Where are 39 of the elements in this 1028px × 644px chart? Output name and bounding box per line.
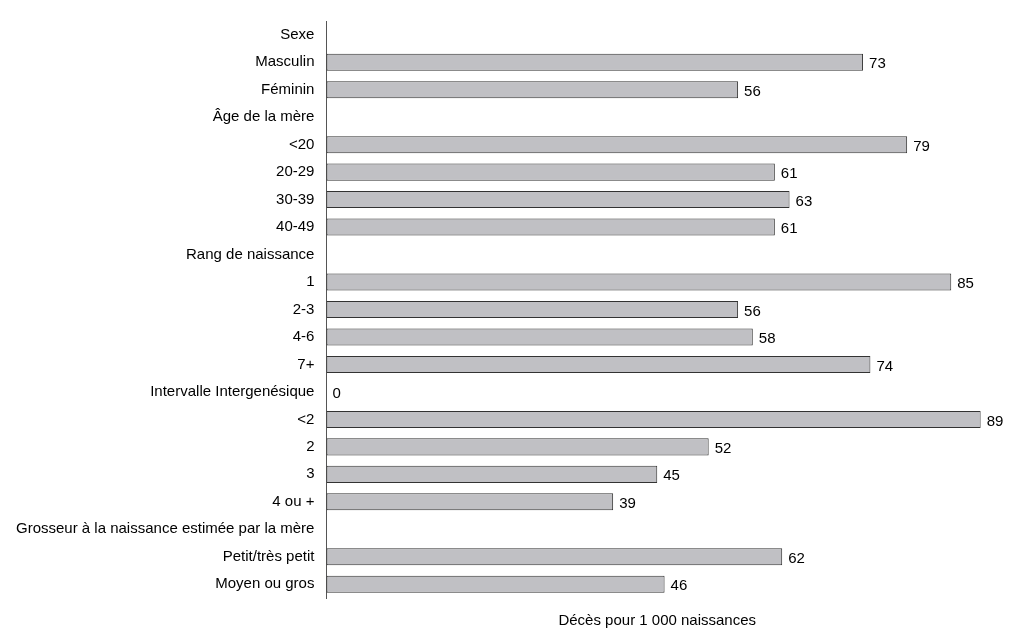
y-tick-label: Rang de naissance xyxy=(186,244,315,262)
data-label: 73 xyxy=(869,54,886,72)
data-label: 79 xyxy=(913,136,930,154)
y-tick-label: 2-3 xyxy=(292,299,315,317)
y-tick-label: <2 xyxy=(297,409,315,427)
y-tick-label: 30-39 xyxy=(276,189,315,207)
data-label: 85 xyxy=(957,274,974,292)
data-label: 52 xyxy=(714,439,732,457)
y-tick-label: Grosseur à la naissance estimée par la mère xyxy=(15,519,315,537)
y-tick-label: Âge de la mère xyxy=(212,107,315,125)
y-tick-label: 4 ou + xyxy=(272,491,315,509)
data-label: 58 xyxy=(758,329,776,347)
y-tick-label: 40-49 xyxy=(276,217,315,235)
y-tick-label: 2 xyxy=(306,437,315,455)
y-tick-label: 4-6 xyxy=(292,327,315,345)
y-tick-label: 3 xyxy=(306,464,315,482)
data-label: 74 xyxy=(876,356,894,374)
data-label: 63 xyxy=(795,191,813,209)
y-tick-label: Masculin xyxy=(255,52,315,70)
x-axis-title: Décès pour 1 000 naissances xyxy=(558,611,757,629)
y-tick-label: Sexe xyxy=(280,24,315,42)
data-label: 61 xyxy=(780,164,798,182)
y-tick-label: Moyen ou gros xyxy=(215,574,315,592)
data-label: 89 xyxy=(986,411,1004,429)
y-tick-label: 7+ xyxy=(297,354,315,372)
y-tick-label: Intervalle Intergenésique xyxy=(150,382,315,400)
data-label: 62 xyxy=(788,548,805,566)
data-label: 45 xyxy=(663,466,680,484)
y-tick-label: <20 xyxy=(289,134,315,152)
data-label: 56 xyxy=(744,301,761,319)
data-label: 61 xyxy=(780,219,798,237)
y-tick-label: Petit/très petit xyxy=(222,546,316,564)
y-tick-label: 1 xyxy=(306,272,315,290)
data-label: 56 xyxy=(744,81,761,99)
y-tick-label: 20-29 xyxy=(276,162,315,180)
y-tick-label: Féminin xyxy=(261,79,315,97)
data-label: 39 xyxy=(619,493,636,511)
data-label: 46 xyxy=(670,576,688,594)
data-label: 0 xyxy=(332,384,341,402)
